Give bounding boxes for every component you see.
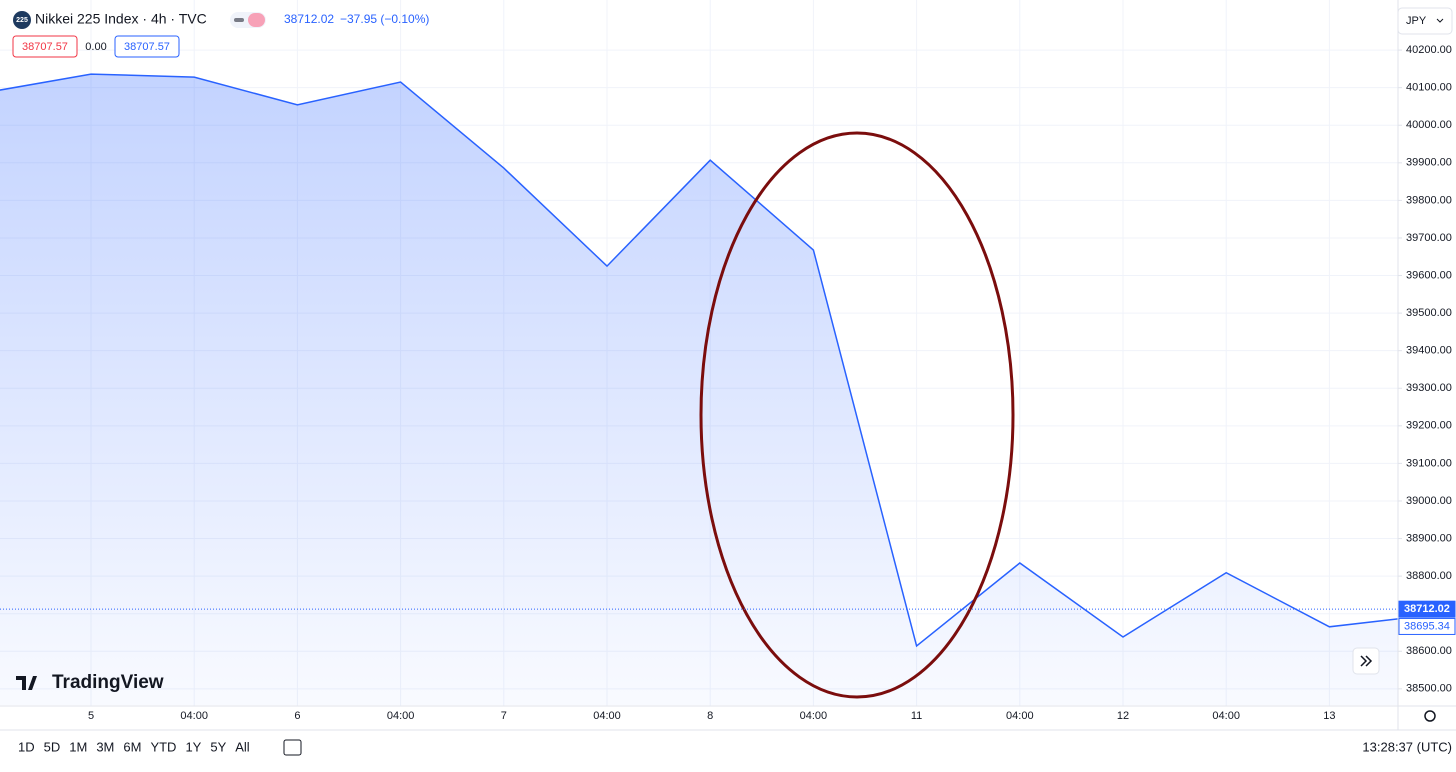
range-button[interactable]: 1D [18,739,35,754]
y-tick-label: 40100.00 [1406,82,1452,94]
price-label-box [1398,600,1456,618]
x-tick-label: 04:00 [1212,710,1240,722]
buy-box[interactable] [114,35,180,58]
sell-price: 38707.57 [22,41,68,53]
y-tick-label: 39400.00 [1406,345,1452,357]
symbol-icon-text: 225 [16,17,28,24]
y-tick-label: 39700.00 [1406,232,1452,244]
status-delay [248,13,265,27]
y-tick-label: 39500.00 [1406,307,1452,319]
range-button[interactable]: 6M [123,739,141,754]
status-market [234,18,244,22]
x-tick-label: 12 [1117,710,1129,722]
currency-select[interactable] [1397,7,1453,35]
area-fill [0,74,1398,705]
last-price: 38712.02 [284,12,334,26]
range-button[interactable]: 5D [44,739,61,754]
y-tick-label: 38900.00 [1406,532,1452,544]
range-button[interactable]: 1M [69,739,87,754]
x-tick-label: 8 [707,710,713,722]
y-tick-label: 39100.00 [1406,457,1452,469]
y-tick-label: 39900.00 [1406,157,1452,169]
x-tick-label: 04:00 [387,710,415,722]
x-tick-label: 04:00 [1006,710,1034,722]
dropdown-arrow [1436,18,1444,23]
y-tick-label: 40000.00 [1406,119,1452,131]
annotation-ellipse [699,131,1015,699]
price-label: 38712.02 [1404,603,1450,615]
logo-text: TradingView [52,672,164,693]
x-tick-label: 6 [294,710,300,722]
clock: 13:28:37 (UTC) [1362,739,1452,754]
y-tick-label: 39200.00 [1406,420,1452,432]
settings-icon[interactable] [1424,710,1436,722]
x-tick-label: 7 [501,710,507,722]
date-range-icon[interactable] [283,739,302,756]
currency: JPY [1406,15,1427,27]
y-tick-label: 40200.00 [1406,44,1452,56]
x-tick-label: 11 [911,710,922,722]
price-line [0,73,1398,648]
symbol-title: Nikkei 225 Index · 4h · TVC [35,11,207,27]
symbol-icon [13,11,31,29]
price-label: 38695.34 [1404,620,1450,632]
range-button[interactable]: 3M [96,739,114,754]
y-tick-label: 39300.00 [1406,382,1452,394]
price-change: −37.95 (−0.10%) [340,12,429,26]
y-tick-label: 38600.00 [1406,645,1452,657]
logo-mark [16,676,37,690]
y-tick-label: 38800.00 [1406,570,1452,582]
sell-box[interactable] [12,35,78,58]
y-tick-label: 39800.00 [1406,194,1452,206]
x-tick-label: 04:00 [593,710,621,722]
buy-price: 38707.57 [124,41,170,53]
range-button[interactable]: 1Y [185,739,201,754]
range-button[interactable]: All [235,739,250,754]
spread: 0.00 [85,41,106,53]
x-tick-label: 5 [88,710,94,722]
y-tick-label: 38500.00 [1406,683,1452,695]
x-tick-label: 04:00 [800,710,828,722]
range-button[interactable]: YTD [150,739,176,754]
x-tick-label: 13 [1323,710,1335,722]
range-button[interactable]: 5Y [210,739,226,754]
y-tick-label: 39000.00 [1406,495,1452,507]
y-tick-label: 39600.00 [1406,269,1452,281]
price-label-box [1398,617,1456,635]
scroll-icon [1360,655,1373,667]
x-tick-label: 04:00 [180,710,208,722]
